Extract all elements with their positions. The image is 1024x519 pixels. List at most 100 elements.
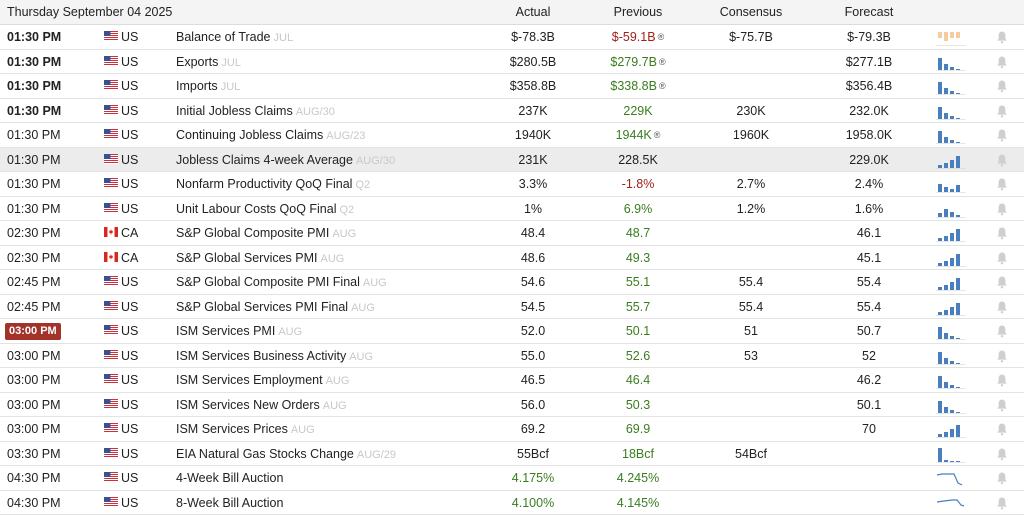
sparkline-chart-icon[interactable] [936,104,966,120]
event-name-text[interactable]: S&P Global Composite PMI [176,226,330,240]
sparkline-chart-icon[interactable] [936,471,966,487]
bell-alert-icon[interactable] [996,398,1008,412]
sparkline-chart-icon[interactable] [936,324,966,340]
bell-alert-icon[interactable] [996,79,1008,93]
bell-alert-icon[interactable] [996,349,1008,363]
bell-alert-icon[interactable] [996,226,1008,240]
sparkline-chart-icon[interactable] [936,275,966,291]
event-name[interactable]: S&P Global Composite PMI Final AUG [176,275,387,291]
column-header-consensus[interactable]: Consensus [719,5,783,19]
event-name-text[interactable]: ISM Services PMI [176,324,276,338]
event-row[interactable]: 01:30 PM US Exports JUL $280.5B $279.7B ® $277.… [0,49,1024,74]
event-name-text[interactable]: Continuing Jobless Claims [176,128,324,142]
event-name-text[interactable]: S&P Global Composite PMI Final [176,275,360,289]
sparkline-chart-icon[interactable] [936,251,966,267]
bell-alert-icon[interactable] [996,128,1008,142]
bell-alert-icon[interactable] [996,275,1008,289]
event-name-text[interactable]: Nonfarm Productivity QoQ Final [176,177,353,191]
event-row[interactable]: 01:30 PM US Unit Labour Costs QoQ Final Q2 1… [0,196,1024,221]
sparkline-chart-icon[interactable] [936,226,966,242]
event-row[interactable]: 01:30 PM US Jobless Claims 4-week Average A… [0,147,1024,172]
event-name-text[interactable]: ISM Services Prices [176,422,288,436]
event-name-text[interactable]: ISM Services Business Activity [176,348,347,363]
event-name[interactable]: Exports JUL [176,55,241,71]
event-name[interactable]: Initial Jobless Claims AUG/30 [176,104,335,120]
event-name-text[interactable]: Initial Jobless Claims [176,103,293,118]
event-row[interactable]: 01:30 PM US Nonfarm Productivity QoQ Final… [0,172,1024,197]
column-header-forecast[interactable]: Forecast [844,5,894,19]
event-row[interactable]: 01:30 PM US Balance of Trade JUL $-78.3B $-59… [0,25,1024,50]
sparkline-chart-icon[interactable] [936,496,966,512]
event-row[interactable]: 03:00 PM US ISM Services New Orders AUG 56.0… [0,392,1024,417]
bell-alert-icon[interactable] [996,55,1008,69]
event-row[interactable]: 02:30 PM CA S&P Global Composite PMI AUG 48.… [0,221,1024,246]
bell-alert-icon[interactable] [996,373,1008,387]
event-name[interactable]: Jobless Claims 4-week Average AUG/30 [176,153,395,169]
event-name-text[interactable]: 8-Week Bill Auction [176,495,284,510]
event-row[interactable]: 04:30 PM US 8-Week Bill Auction 4.100% 4.145… [0,490,1024,515]
bell-alert-icon[interactable] [996,177,1008,191]
sparkline-chart-icon[interactable] [936,300,966,316]
sparkline-chart-icon[interactable] [936,55,966,71]
event-row[interactable]: 03:00 PM US ISM Services Prices AUG 69.2 69.9… [0,417,1024,442]
bell-alert-icon[interactable] [996,153,1008,167]
event-name-text[interactable]: Unit Labour Costs QoQ Final [176,201,337,216]
event-name-text[interactable]: EIA Natural Gas Stocks Change [176,446,354,461]
event-name-text[interactable]: S&P Global Services PMI [176,250,318,265]
event-row[interactable]: 03:30 PM US EIA Natural Gas Stocks Change A… [0,441,1024,466]
bell-alert-icon[interactable] [996,422,1008,436]
event-name[interactable]: Nonfarm Productivity QoQ Final Q2 [176,177,370,193]
event-name[interactable]: S&P Global Services PMI AUG [176,251,344,267]
bell-alert-icon[interactable] [996,324,1008,338]
event-row[interactable]: 01:30 PM US Imports JUL $358.8B $338.8B ® $356.… [0,74,1024,99]
sparkline-chart-icon[interactable] [936,177,966,193]
bell-alert-icon[interactable] [996,300,1008,314]
event-name[interactable]: Balance of Trade JUL [176,30,293,46]
event-name[interactable]: ISM Services Employment AUG [176,373,349,389]
event-name-text[interactable]: ISM Services Employment [176,373,323,387]
event-name[interactable]: EIA Natural Gas Stocks Change AUG/29 [176,447,396,463]
sparkline-chart-icon[interactable] [936,398,966,414]
bell-alert-icon[interactable] [996,202,1008,216]
bell-alert-icon[interactable] [996,251,1008,265]
event-row[interactable]: 03:00 PM US ISM Services Employment AUG 46.5… [0,368,1024,393]
event-name-text[interactable]: Exports [176,54,219,69]
sparkline-chart-icon[interactable] [936,447,966,463]
event-name[interactable]: 4-Week Bill Auction [176,471,286,487]
event-name-text[interactable]: Balance of Trade [176,30,271,44]
sparkline-chart-icon[interactable] [936,128,966,144]
event-name-text[interactable]: ISM Services New Orders [176,397,320,412]
event-name[interactable]: 8-Week Bill Auction [176,496,286,512]
sparkline-chart-icon[interactable] [936,349,966,365]
bell-alert-icon[interactable] [996,447,1008,461]
event-name[interactable]: ISM Services Prices AUG [176,422,315,438]
event-name[interactable]: ISM Services Business Activity AUG [176,349,373,365]
event-row[interactable]: 02:45 PM US S&P Global Composite PMI Final… [0,270,1024,295]
sparkline-chart-icon[interactable] [936,79,966,95]
event-name-text[interactable]: Jobless Claims 4-week Average [176,152,353,167]
event-name[interactable]: S&P Global Services PMI Final AUG [176,300,375,316]
sparkline-chart-icon[interactable] [936,202,966,218]
event-row[interactable]: 04:30 PM US 4-Week Bill Auction 4.175% 4.245… [0,466,1024,491]
event-row[interactable]: 02:30 PM CA S&P Global Services PMI AUG 48.6… [0,245,1024,270]
column-header-actual[interactable]: Actual [515,5,551,19]
event-row[interactable]: 02:45 PM US S&P Global Services PMI Final A… [0,294,1024,319]
bell-alert-icon[interactable] [996,30,1008,44]
event-name[interactable]: ISM Services PMI AUG [176,324,302,340]
event-name-text[interactable]: S&P Global Services PMI Final [176,299,349,314]
event-name[interactable]: Imports JUL [176,79,240,95]
event-row[interactable]: 03:00 PM US ISM Services Business Activity… [0,343,1024,368]
bell-alert-icon[interactable] [996,104,1008,118]
event-name[interactable]: ISM Services New Orders AUG [176,398,347,414]
column-header-previous[interactable]: Previous [613,5,663,19]
sparkline-chart-icon[interactable] [936,373,966,389]
event-name[interactable]: Continuing Jobless Claims AUG/23 [176,128,365,144]
event-row[interactable]: 01:30 PM US Continuing Jobless Claims AUG/2… [0,123,1024,148]
event-name-text[interactable]: Imports [176,79,218,93]
event-name[interactable]: Unit Labour Costs QoQ Final Q2 [176,202,354,218]
event-name[interactable]: S&P Global Composite PMI AUG [176,226,356,242]
event-row[interactable]: 01:30 PM US Initial Jobless Claims AUG/30 23… [0,98,1024,123]
sparkline-chart-icon[interactable] [936,30,966,46]
bell-alert-icon[interactable] [996,496,1008,510]
event-name-text[interactable]: 4-Week Bill Auction [176,471,284,485]
